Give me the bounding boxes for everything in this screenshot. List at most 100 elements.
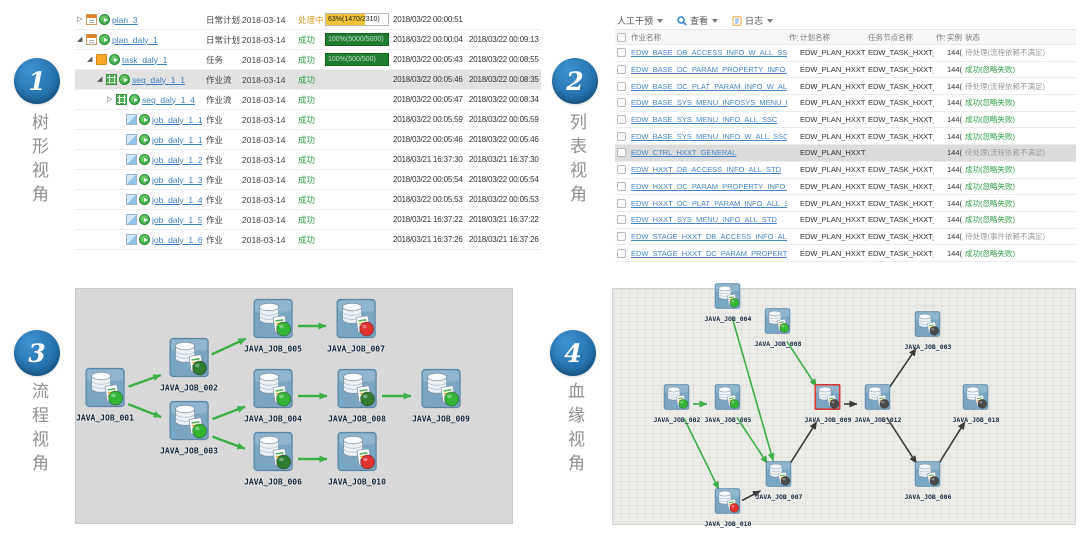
tree-node-link[interactable]: seq_daly_1_4 — [142, 94, 195, 105]
row-checkbox[interactable] — [617, 181, 626, 191]
table-row[interactable]: EDW_CTRL_HXXT_GENERAL EDW_PLAN_HXXT_GENER… — [615, 145, 1076, 162]
row-checkbox[interactable] — [617, 65, 626, 75]
lineage-node[interactable]: JAVA_JOB_006 — [905, 461, 951, 501]
column-header[interactable]: 状态 — [965, 32, 980, 42]
manual-intervention-button[interactable]: 人工干预 — [617, 14, 664, 27]
table-row[interactable]: EDW_BASE_DB_ACCESS_INFO_W_ALL_SSC EDW_PLA… — [615, 45, 1076, 62]
tree-node-link[interactable]: task_daly_1 — [122, 54, 168, 65]
expander-icon[interactable]: ◢ — [97, 76, 103, 83]
job-name-link[interactable]: EDW_STAGE_HXXT_DB_ACCESS_INFO_ALL_LOAD — [631, 231, 787, 241]
tree-node-link[interactable]: job_daly_1_1 — [152, 114, 202, 125]
tree-node-link[interactable]: plan_3 — [112, 14, 138, 25]
flow-node[interactable]: JAVA_JOB_004 — [244, 368, 302, 424]
column-header[interactable]: 作业名称 — [631, 32, 661, 42]
expander-icon[interactable]: ◢ — [87, 56, 93, 63]
job-name-link[interactable]: EDW_BASE_DC_PLAT_PARAM_INFO_W_ALL_SSC — [631, 81, 787, 91]
tree-node-link[interactable]: job_daly_1_3 — [152, 174, 202, 185]
tree-row[interactable]: ◢ task_daly_1 任务 2018-03-14 成功 100%(500/500) 2… — [75, 50, 541, 70]
lineage-node[interactable]: JAVA_JOB_018 — [953, 384, 999, 424]
tree-row[interactable]: ◢ plan_daly_1 日常计划 2018-03-14 成功 100%(5000/50… — [75, 30, 541, 50]
job-name-link[interactable]: EDW_HXXT_DC_PLAT_PARAM_INFO_ALL_STD — [631, 198, 787, 208]
row-checkbox[interactable] — [617, 148, 626, 158]
job-name-link[interactable]: EDW_BASE_DB_ACCESS_INFO_W_ALL_SSC — [631, 48, 787, 58]
lineage-canvas[interactable]: JAVA_JOB_004 JAVA_JOB_008 JAVA_JOB_003 JAVA… — [612, 283, 1076, 528]
select-all-checkbox[interactable] — [617, 32, 626, 42]
row-checkbox[interactable] — [617, 98, 626, 108]
column-header[interactable]: 作业 — [936, 32, 945, 42]
table-row[interactable]: EDW_STAGE_HXXT_DB_ACCESS_INFO_ALL_LOAD ED… — [615, 228, 1076, 246]
tree-node-link[interactable]: job_daly_1_10 — [152, 134, 202, 145]
flow-canvas[interactable]: JAVA_JOB_001 JAVA_JOB_002 JAVA_JOB_003 JAVA… — [75, 288, 513, 524]
tree-row[interactable]: job_daly_1_4 作业 2018-03-14 成功 2018/03/22 00:… — [75, 190, 541, 210]
table-row[interactable]: EDW_BASE_DC_PARAM_PROPERTY_INFO_W_ALL_SS… — [615, 61, 1076, 79]
job-name-link[interactable]: EDW_BASE_SYS_MENU_INFO_ALL_SSC — [631, 115, 778, 125]
flow-node[interactable]: JAVA_JOB_002 — [160, 337, 218, 393]
table-row[interactable]: EDW_HXXT_SYS_MENU_INFO_ALL_STD EDW_PLAN_H… — [615, 211, 1076, 229]
row-checkbox[interactable] — [617, 198, 626, 208]
row-checkbox[interactable] — [617, 215, 626, 225]
job-name-link[interactable]: EDW_CTRL_HXXT_GENERAL — [631, 148, 737, 158]
flow-node[interactable]: JAVA_JOB_001 — [76, 367, 134, 423]
tree-node-link[interactable]: job_daly_1_2 — [152, 154, 202, 165]
lineage-node[interactable]: JAVA_JOB_008 — [755, 308, 801, 348]
tree-row[interactable]: ◢ seq_daly_1_1 作业流 2018-03-14 成功 2018/03/22 0… — [75, 70, 541, 90]
tree-row[interactable]: ▷ seq_daly_1_4 作业流 2018-03-14 成功 2018/03/22 0… — [75, 90, 541, 110]
column-header[interactable]: 计划名称 — [800, 32, 830, 42]
row-checkbox[interactable] — [617, 248, 626, 258]
flow-node[interactable]: JAVA_JOB_008 — [328, 368, 386, 424]
expander-icon[interactable]: ◢ — [77, 36, 83, 43]
tree-row[interactable]: job_daly_1_2 作业 2018-03-14 成功 2018/03/21 16:… — [75, 150, 541, 170]
tree-node-link[interactable]: job_daly_1_5 — [152, 214, 202, 225]
flow-node[interactable]: JAVA_JOB_005 — [244, 298, 302, 354]
tree-row[interactable]: job_daly_1_3 作业 2018-03-14 成功 2018/03/22 00:… — [75, 170, 541, 190]
lineage-node[interactable]: JAVA_JOB_007 — [756, 461, 802, 501]
expander-icon[interactable]: ▷ — [77, 16, 83, 23]
column-header[interactable]: 任务节点名称 — [868, 32, 913, 42]
table-row[interactable]: EDW_HXXT_DC_PARAM_PROPERTY_INFO_ALL_STD E… — [615, 178, 1076, 196]
tree-node-link[interactable]: job_daly_1_6 — [152, 234, 202, 245]
row-checkbox[interactable] — [617, 115, 626, 125]
tree-row[interactable]: job_daly_1_10 作业 2018-03-14 成功 2018/03/22 00… — [75, 130, 541, 150]
table-row[interactable]: EDW_STAGE_HXXT_DC_PARAM_PROPERTY_INFO_AL… — [615, 245, 1076, 262]
flow-node[interactable]: JAVA_JOB_003 — [160, 400, 218, 456]
table-row[interactable]: EDW_HXXT_DB_ACCESS_INFO_ALL_STD EDW_PLAN_… — [615, 161, 1076, 179]
job-name-link[interactable]: EDW_STAGE_HXXT_DC_PARAM_PROPERTY_INFO_AL… — [631, 248, 787, 258]
flow-node[interactable]: JAVA_JOB_009 — [412, 368, 470, 424]
lineage-node[interactable]: JAVA_JOB_004 — [705, 283, 751, 323]
tree-row[interactable]: job_daly_1_5 作业 2018-03-14 成功 2018/03/21 16:… — [75, 210, 541, 230]
lineage-node[interactable]: JAVA_JOB_005 — [705, 384, 751, 424]
table-row[interactable]: EDW_BASE_SYS_MENU_INFO_W_ALL_SSC EDW_PLAN… — [615, 128, 1076, 146]
tree-node-link[interactable]: seq_daly_1_1 — [132, 74, 185, 85]
job-name-link[interactable]: EDW_HXXT_SYS_MENU_INFO_ALL_STD — [631, 215, 777, 225]
tree-node-link[interactable]: plan_daly_1 — [112, 34, 158, 45]
tree-row[interactable]: job_daly_1_6 作业 2018-03-14 成功 2018/03/21 16:… — [75, 230, 541, 250]
tree-row[interactable]: ▷ plan_3 日常计划 2018-03-14 处理中 63%(1470/2310) 20… — [75, 10, 541, 30]
lineage-node[interactable]: JAVA_JOB_012 — [855, 384, 901, 424]
table-row[interactable]: EDW_BASE_DC_PLAT_PARAM_INFO_W_ALL_SSC EDW… — [615, 78, 1076, 96]
row-checkbox[interactable] — [617, 81, 626, 91]
column-header[interactable]: 作业 — [789, 32, 798, 42]
row-checkbox[interactable] — [617, 165, 626, 175]
log-button[interactable]: 日志 — [732, 14, 774, 27]
flow-node[interactable]: JAVA_JOB_006 — [244, 431, 302, 487]
lineage-node[interactable]: JAVA_JOB_002 — [654, 384, 700, 424]
tree-node-link[interactable]: job_daly_1_4 — [152, 194, 202, 205]
job-name-link[interactable]: EDW_HXXT_DC_PARAM_PROPERTY_INFO_ALL_STD — [631, 181, 787, 191]
flow-node[interactable]: JAVA_JOB_010 — [328, 431, 386, 487]
job-name-link[interactable]: EDW_BASE_SYS_MENU_INFO_W_ALL_SSC — [631, 131, 787, 141]
column-header[interactable]: 实例 — [947, 32, 962, 42]
flow-node[interactable]: JAVA_JOB_007 — [327, 298, 385, 354]
row-checkbox[interactable] — [617, 131, 626, 141]
expander-icon[interactable]: ▷ — [107, 96, 113, 103]
row-checkbox[interactable] — [617, 231, 626, 241]
tree-row[interactable]: job_daly_1_1 作业 2018-03-14 成功 2018/03/22 00:… — [75, 110, 541, 130]
job-name-link[interactable]: EDW_BASE_DC_PARAM_PROPERTY_INFO_W_ALL_SS… — [631, 65, 787, 75]
job-name-link[interactable]: EDW_BASE_SYS_MENU_INFOSYS_MENU_INFO_ALL_… — [631, 98, 787, 108]
lineage-node-selected[interactable]: JAVA_JOB_009 — [805, 383, 851, 424]
table-row[interactable]: EDW_BASE_SYS_MENU_INFOSYS_MENU_INFO_ALL_… — [615, 95, 1076, 112]
view-button[interactable]: 查看 — [677, 14, 719, 27]
row-checkbox[interactable] — [617, 48, 626, 58]
table-row[interactable]: EDW_BASE_SYS_MENU_INFO_ALL_SSC EDW_PLAN_H… — [615, 111, 1076, 129]
lineage-node[interactable]: JAVA_JOB_010 — [705, 488, 751, 528]
lineage-node[interactable]: JAVA_JOB_003 — [905, 311, 951, 351]
